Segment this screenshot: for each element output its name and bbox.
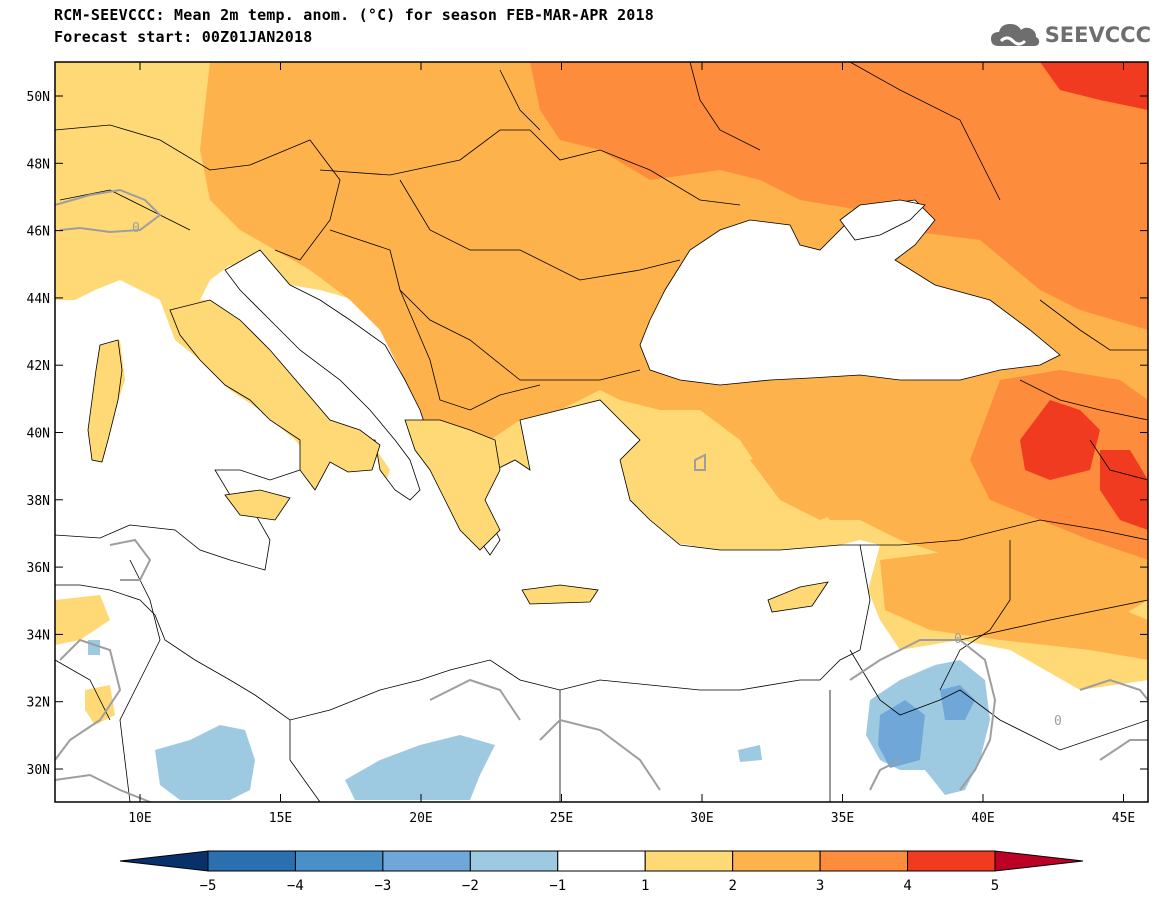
colorbar-segment	[557, 850, 646, 872]
country-borders	[54, 61, 1149, 803]
lon-label: 15E	[269, 811, 292, 826]
colorbar-segment	[644, 850, 734, 872]
lat-label: 42N	[27, 359, 50, 374]
black-sea	[639, 199, 1061, 386]
lat-label: 38N	[27, 494, 50, 509]
lon-label: 40E	[971, 811, 994, 826]
anomaly-region-4-5-sw	[1100, 450, 1148, 530]
lat-label: 50N	[27, 90, 50, 105]
colorbar-label: 5	[991, 878, 999, 894]
colorbar-min-tip	[119, 850, 209, 872]
cloud-icon	[990, 24, 1039, 46]
lat-label: 40N	[27, 427, 50, 442]
logo-text: SEEVCCC	[1044, 23, 1151, 47]
forecast-start-label: Forecast start: 00Z01JAN2018	[54, 28, 313, 46]
anomaly-region-north-africa-w	[55, 595, 110, 645]
seevccc-logo: SEEVCCC	[989, 20, 1151, 50]
colorbar-segment	[207, 850, 296, 872]
contour-label-0: 0	[954, 632, 962, 647]
colorbar-label: −1	[549, 878, 566, 894]
colorbar: −5 −4 −3 −2 −1 1 2 3 4 5	[119, 850, 1084, 894]
colorbar-segment	[732, 850, 821, 872]
corsica-sardinia	[87, 339, 123, 463]
zero-contours	[54, 188, 1149, 803]
longitude-axis: 10E 15E 20E 25E 30E 35E 40E 45E	[128, 62, 1135, 826]
greece	[404, 419, 501, 551]
crete	[521, 584, 599, 605]
colorbar-label: 1	[641, 878, 649, 894]
colorbar-label: 3	[816, 878, 824, 894]
colorbar-segment	[907, 850, 996, 872]
anomaly-region-anatolia	[750, 440, 890, 520]
colorbar-label: 2	[728, 878, 736, 894]
contour-label-0: 0	[132, 221, 140, 236]
colorbar-segment	[294, 850, 384, 872]
colorbar-segment	[819, 850, 909, 872]
lon-label: 30E	[690, 811, 713, 826]
latitude-axis: 50N 48N 46N 44N 42N 40N 38N 36N 34N 32N 30N	[27, 90, 1148, 778]
sicily	[224, 489, 291, 521]
anomaly-region-cold-libya-e	[345, 735, 495, 800]
lat-label: 36N	[27, 561, 50, 576]
colorbar-segment	[469, 850, 559, 872]
colorbar-label: 4	[903, 878, 911, 894]
lat-label: 48N	[27, 157, 50, 172]
anomaly-region-cold-egypt	[738, 745, 762, 762]
colorbar-label: −4	[287, 878, 304, 894]
contour-label-0: 0	[1054, 714, 1062, 729]
lon-label: 20E	[409, 811, 432, 826]
colorbar-max-tip	[994, 850, 1084, 872]
lon-label: 25E	[550, 811, 573, 826]
lon-label: 35E	[831, 811, 854, 826]
anomaly-region-cold-libya	[155, 725, 255, 800]
italy	[169, 299, 381, 491]
lon-label: 45E	[1112, 811, 1135, 826]
lat-label: 30N	[27, 763, 50, 778]
anomaly-region-cold-core-2	[940, 685, 975, 720]
lat-label: 44N	[27, 292, 50, 307]
map-title: RCM-SEEVCCC: Mean 2m temp. anom. (°C) fo…	[54, 6, 654, 24]
lon-label: 10E	[128, 811, 151, 826]
anomaly-region-levant	[880, 550, 1148, 660]
anomaly-region-4-5-east	[1020, 400, 1100, 480]
azov-sea	[839, 199, 926, 241]
anomaly-region-3-4	[530, 62, 1148, 330]
lat-label: 34N	[27, 628, 50, 643]
colorbar-label: −3	[374, 878, 391, 894]
colorbar-label: −5	[200, 878, 217, 894]
colorbar-segment	[382, 850, 471, 872]
anomaly-region-4-5-north	[1040, 62, 1148, 110]
anomaly-region-cold-core	[878, 700, 925, 768]
colorbar-label: −2	[462, 878, 479, 894]
lat-label: 32N	[27, 696, 50, 711]
cyprus	[767, 581, 829, 613]
lat-label: 46N	[27, 225, 50, 240]
